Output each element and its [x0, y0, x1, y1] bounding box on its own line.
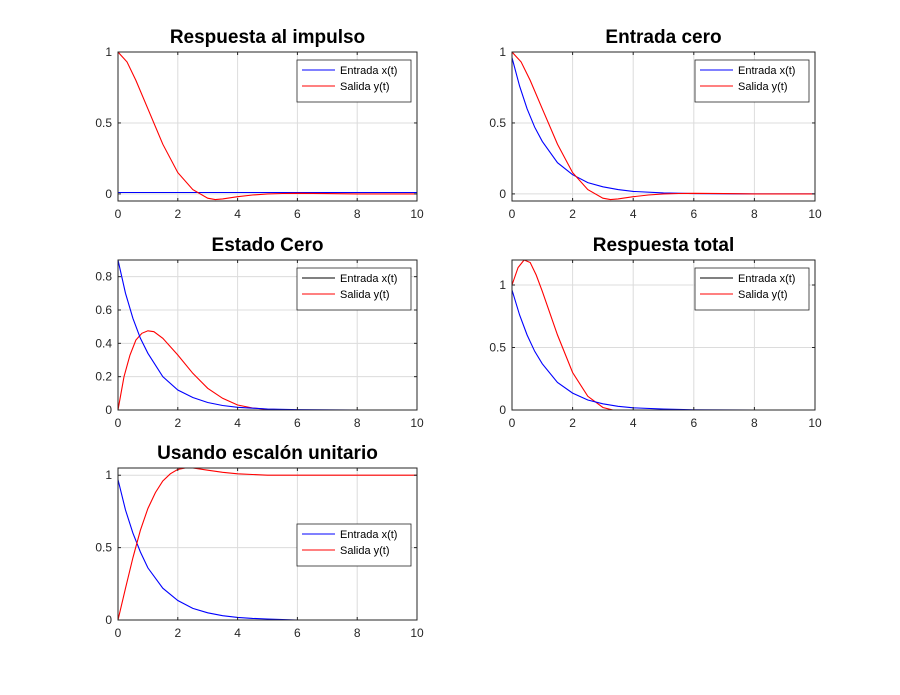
x-tick-label: 10	[808, 416, 822, 430]
series-line	[512, 260, 815, 410]
axes-box	[511, 259, 816, 411]
x-tick-label: 2	[569, 207, 576, 221]
series-line	[118, 260, 417, 410]
y-tick-label: 1	[499, 278, 506, 292]
x-tick-label: 6	[690, 207, 697, 221]
x-tick-label: 4	[234, 626, 241, 640]
subplot-title: Estado Cero	[212, 235, 324, 256]
legend: Entrada x(t) Salida y(t)	[694, 267, 810, 311]
legend: Entrada x(t) Salida y(t)	[296, 523, 412, 567]
axes-box	[117, 467, 418, 621]
y-tick-label: 0.5	[489, 116, 506, 130]
legend-box	[694, 267, 810, 311]
series-line	[512, 52, 815, 201]
legend: Entrada x(t) Salida y(t)	[694, 59, 810, 103]
y-tick-label: 0.2	[95, 370, 112, 384]
subplot-title: Usando escalón unitario	[157, 443, 378, 464]
axes-box	[117, 51, 418, 202]
legend-label: Salida y(t)	[738, 289, 788, 301]
x-tick-label: 0	[115, 626, 122, 640]
y-tick-label: 0.5	[95, 541, 112, 555]
x-tick-label: 0	[509, 416, 516, 430]
x-tick-label: 8	[354, 626, 361, 640]
x-tick-label: 4	[630, 207, 637, 221]
x-tick-label: 4	[234, 207, 241, 221]
legend-label: Salida y(t)	[340, 81, 390, 93]
subplot-title: Respuesta al impulso	[170, 27, 365, 48]
subplot-title: Respuesta total	[593, 235, 734, 256]
legend-label: Entrada x(t)	[738, 273, 795, 285]
legend-label: Salida y(t)	[340, 289, 390, 301]
y-tick-label: 0.6	[95, 303, 112, 317]
y-tick-label: 0	[105, 187, 112, 201]
subplot-2: 0 2 4 6 8 10 0 0.5 1 Entrada cero Entrada x(t) Sali…	[489, 27, 822, 221]
y-tick-label: 0	[499, 403, 506, 417]
legend-label: Salida y(t)	[340, 545, 390, 557]
x-tick-label: 2	[174, 626, 181, 640]
legend: Entrada x(t) Salida y(t)	[296, 267, 412, 311]
y-tick-label: 1	[499, 45, 506, 59]
x-tick-label: 0	[115, 207, 122, 221]
y-tick-label: 0	[105, 403, 112, 417]
x-tick-label: 2	[569, 416, 576, 430]
x-tick-label: 8	[354, 416, 361, 430]
y-tick-label: 0.5	[489, 341, 506, 355]
legend: Entrada x(t) Salida y(t)	[296, 59, 412, 103]
legend-label: Salida y(t)	[738, 81, 788, 93]
x-tick-label: 0	[509, 207, 516, 221]
x-tick-label: 8	[751, 207, 758, 221]
legend-label: Entrada x(t)	[738, 65, 795, 77]
x-tick-label: 8	[751, 416, 758, 430]
x-tick-label: 10	[410, 626, 424, 640]
x-tick-label: 4	[234, 416, 241, 430]
series-line	[118, 330, 417, 410]
x-tick-label: 8	[354, 207, 361, 221]
legend-box	[296, 267, 412, 311]
y-tick-label: 1	[105, 468, 112, 482]
subplot-3: 0 2 4 6 8 10 0 0.2 0.4 0.6 0.8 Estado Cero Entrada x…	[95, 235, 424, 430]
x-tick-label: 6	[690, 416, 697, 430]
series-line	[118, 468, 417, 620]
y-tick-label: 0	[499, 187, 506, 201]
axes-box	[511, 51, 816, 202]
legend-label: Entrada x(t)	[340, 529, 397, 541]
legend-label: Entrada x(t)	[340, 273, 397, 285]
x-tick-label: 2	[174, 416, 181, 430]
x-tick-label: 6	[294, 207, 301, 221]
subplot-1: 0 2 4 6 8 10 0 0.5 1 Respuesta al impulso Entrada …	[95, 27, 424, 221]
y-tick-label: 1	[105, 45, 112, 59]
legend-label: Entrada x(t)	[340, 65, 397, 77]
x-tick-label: 4	[630, 416, 637, 430]
x-tick-label: 2	[174, 207, 181, 221]
subplot-5: 0 2 4 6 8 10 0 0.5 1 Usando escalón unitario Entra…	[95, 443, 424, 640]
x-tick-label: 0	[115, 416, 122, 430]
x-tick-label: 10	[808, 207, 822, 221]
legend-box	[694, 59, 810, 103]
x-tick-label: 6	[294, 416, 301, 430]
y-tick-label: 0.8	[95, 270, 112, 284]
axes-box	[117, 259, 418, 411]
series-line	[118, 52, 417, 201]
legend-box	[296, 523, 412, 567]
x-tick-label: 6	[294, 626, 301, 640]
y-tick-label: 0.4	[95, 336, 112, 350]
x-tick-label: 10	[410, 207, 424, 221]
subplot-title: Entrada cero	[605, 27, 721, 48]
y-tick-label: 0	[105, 613, 112, 627]
legend-box	[296, 59, 412, 103]
subplot-4: 0 2 4 6 8 10 0 0.5 1 Respuesta total Entrada x(t) S…	[489, 235, 822, 430]
x-tick-label: 10	[410, 416, 424, 430]
y-tick-label: 0.5	[95, 116, 112, 130]
